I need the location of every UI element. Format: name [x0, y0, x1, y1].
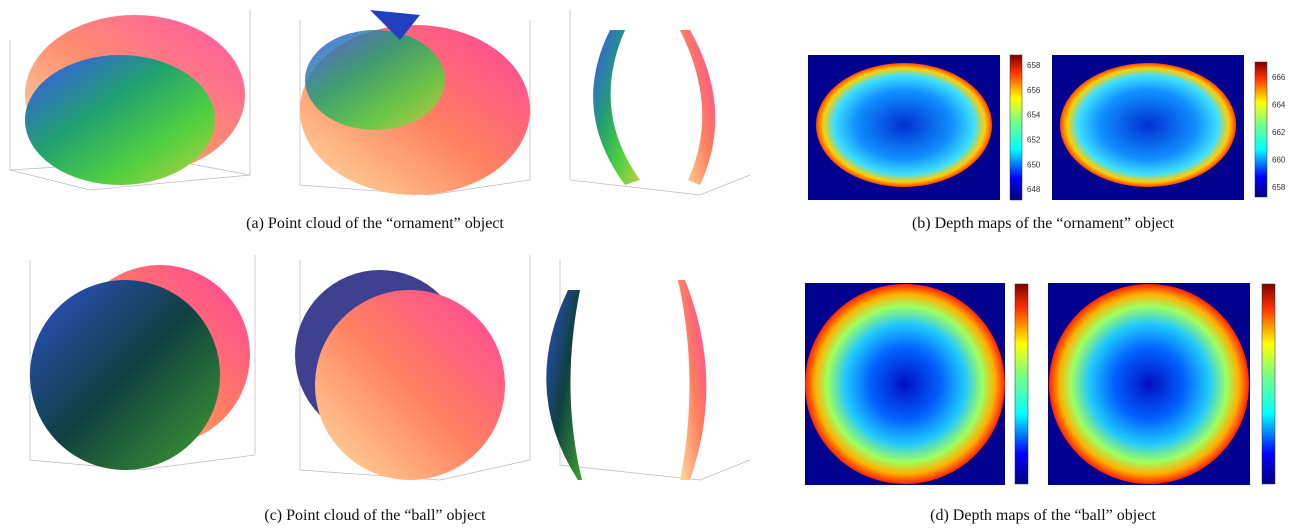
colorbar-tick-label: 658: [1272, 183, 1286, 192]
caption: (b) Depth maps of the “ornament” object: [912, 215, 1175, 232]
figure: (a) Point cloud of the “ornament” object…: [0, 0, 1300, 529]
caption: (c) Point cloud of the “ball” object: [264, 507, 486, 524]
colorbar-tick-label: 650: [1027, 160, 1041, 169]
ball-clouds: [30, 255, 750, 480]
colorbar-tick-label: 664: [1272, 101, 1286, 110]
colorbar-tick-label: 654: [1027, 111, 1041, 120]
colorbar-tick-label: 662: [1272, 128, 1286, 137]
colorbar-tick-label: 660: [1272, 156, 1286, 165]
ornament-clouds: [10, 10, 750, 195]
colorbar-tick-label: 666: [1272, 73, 1286, 82]
caption: (d) Depth maps of the “ball” object: [930, 507, 1156, 524]
colorbar-tick-label: 652: [1027, 136, 1041, 145]
colorbar-tick-label: 648: [1027, 185, 1041, 194]
colorbar-tick-label: 656: [1027, 86, 1041, 95]
colorbar-tick-label: 658: [1027, 61, 1041, 70]
caption: (a) Point cloud of the “ornament” object: [246, 215, 504, 232]
ball-depth-maps: [805, 283, 1275, 485]
ornament-depth-maps: [808, 55, 1267, 200]
